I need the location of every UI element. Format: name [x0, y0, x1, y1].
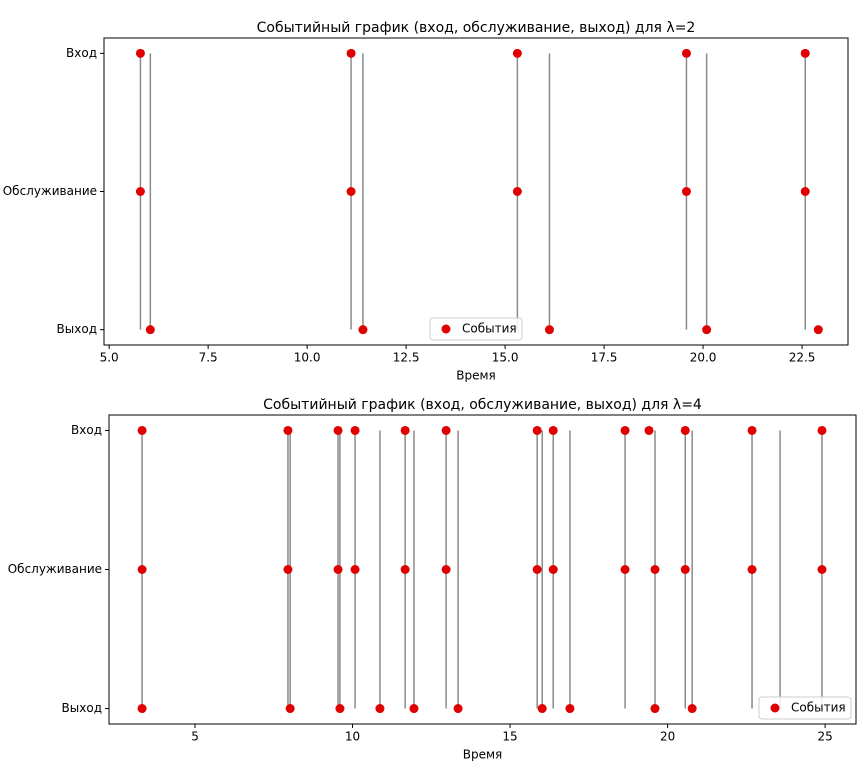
event-point: [441, 425, 451, 435]
y-tick-label: Обслуживание: [8, 562, 102, 576]
event-point: [687, 704, 697, 714]
legend-box: [758, 696, 852, 720]
event-point: [817, 565, 827, 574]
event-point: [620, 425, 630, 435]
event-point: [548, 425, 558, 435]
legend-label: События: [791, 701, 846, 715]
event-point: [441, 565, 451, 574]
x-axis-label: Время: [463, 748, 503, 762]
event-point: [135, 48, 145, 58]
event-point: [681, 48, 691, 58]
legend-box: [429, 317, 523, 341]
event-point: [137, 565, 147, 574]
event-point: [620, 565, 630, 574]
x-tick-label: 12.5: [393, 351, 420, 365]
event-point: [283, 565, 293, 574]
x-tick-label: 5: [191, 730, 199, 744]
event-point: [681, 187, 691, 196]
event-point: [375, 704, 385, 714]
event-point: [400, 425, 410, 435]
event-point: [145, 325, 155, 335]
event-point: [702, 325, 712, 335]
event-point: [650, 704, 660, 714]
event-point: [137, 425, 147, 435]
chart-title: Событийный график (вход, обслуживание, в…: [257, 20, 696, 36]
event-point: [537, 704, 547, 714]
event-point: [512, 48, 522, 58]
event-point: [532, 425, 542, 435]
event-point: [644, 425, 654, 435]
legend-marker: [441, 324, 451, 334]
y-tick-label: Выход: [57, 322, 97, 336]
event-point: [453, 704, 463, 714]
event-point: [350, 425, 360, 435]
x-tick-label: 20: [660, 730, 675, 744]
event-point: [800, 187, 810, 196]
y-tick-label: Вход: [66, 46, 97, 60]
x-tick-label: 15: [502, 730, 517, 744]
event-point: [285, 704, 295, 714]
event-point: [409, 704, 419, 714]
y-tick-label: Выход: [62, 701, 102, 715]
event-point: [680, 565, 690, 574]
x-tick-label: 5.0: [100, 351, 119, 365]
event-point: [548, 565, 558, 574]
x-tick-label: 7.5: [199, 351, 218, 365]
event-point: [283, 425, 293, 435]
event-point: [512, 187, 522, 196]
y-tick-label: Вход: [71, 423, 102, 437]
event-point: [817, 425, 827, 435]
x-tick-label: 10.0: [294, 351, 321, 365]
x-tick-label: 15.0: [492, 351, 519, 365]
x-tick-label: 17.5: [591, 351, 618, 365]
legend-label: События: [462, 322, 517, 336]
event-point: [400, 565, 410, 574]
event-point: [532, 565, 542, 574]
event-point: [335, 704, 345, 714]
x-tick-label: 25: [817, 730, 832, 744]
plot-frame: [103, 37, 849, 346]
x-axis-label: Время: [456, 369, 496, 383]
event-point: [747, 425, 757, 435]
event-point: [346, 187, 356, 196]
event-point: [544, 325, 554, 335]
event-point: [747, 565, 757, 574]
event-point: [680, 425, 690, 435]
x-tick-label: 10: [345, 730, 360, 744]
event-point: [137, 704, 147, 714]
legend-marker: [770, 703, 780, 713]
event-point: [135, 187, 145, 196]
event-point: [346, 48, 356, 58]
event-point: [800, 48, 810, 58]
event-point: [350, 565, 360, 574]
event-point: [358, 325, 368, 335]
legend: События: [758, 696, 852, 720]
chart-title: Событийный график (вход, обслуживание, в…: [263, 397, 702, 413]
event-point: [813, 325, 823, 335]
event-point: [650, 565, 660, 574]
x-tick-label: 22.5: [789, 351, 816, 365]
event-point: [333, 425, 343, 435]
event-point: [565, 704, 575, 714]
x-tick-label: 20.0: [690, 351, 717, 365]
plot-frame: [108, 414, 857, 725]
y-tick-label: Обслуживание: [3, 184, 97, 198]
event-point: [333, 565, 343, 574]
legend: События: [429, 317, 523, 341]
